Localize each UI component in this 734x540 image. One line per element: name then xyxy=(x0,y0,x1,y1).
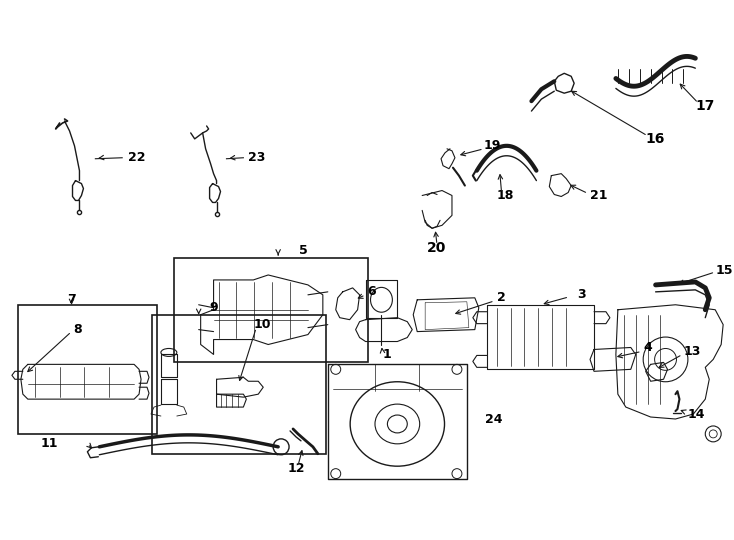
Text: 19: 19 xyxy=(484,139,501,152)
Text: 3: 3 xyxy=(577,288,586,301)
Bar xyxy=(174,258,368,362)
Text: 12: 12 xyxy=(287,462,305,475)
Text: 23: 23 xyxy=(248,151,266,164)
Text: 18: 18 xyxy=(497,189,514,202)
Text: 24: 24 xyxy=(484,413,502,426)
Text: 8: 8 xyxy=(73,323,82,336)
Text: 17: 17 xyxy=(695,99,715,113)
Text: 16: 16 xyxy=(646,132,665,146)
Text: 7: 7 xyxy=(67,293,76,306)
Text: 10: 10 xyxy=(253,318,271,331)
Text: 2: 2 xyxy=(497,291,506,305)
Text: 1: 1 xyxy=(383,348,392,361)
Bar xyxy=(152,315,326,454)
Text: 14: 14 xyxy=(688,408,705,421)
Text: 20: 20 xyxy=(427,241,446,255)
Text: 21: 21 xyxy=(590,189,608,202)
Text: 22: 22 xyxy=(128,151,145,164)
Text: 13: 13 xyxy=(683,345,701,358)
Text: 9: 9 xyxy=(209,301,218,314)
Text: 5: 5 xyxy=(299,244,308,256)
Text: 15: 15 xyxy=(715,264,733,276)
Text: 11: 11 xyxy=(40,437,57,450)
Text: 4: 4 xyxy=(644,341,653,354)
Bar xyxy=(18,305,157,434)
Text: 6: 6 xyxy=(368,285,376,299)
